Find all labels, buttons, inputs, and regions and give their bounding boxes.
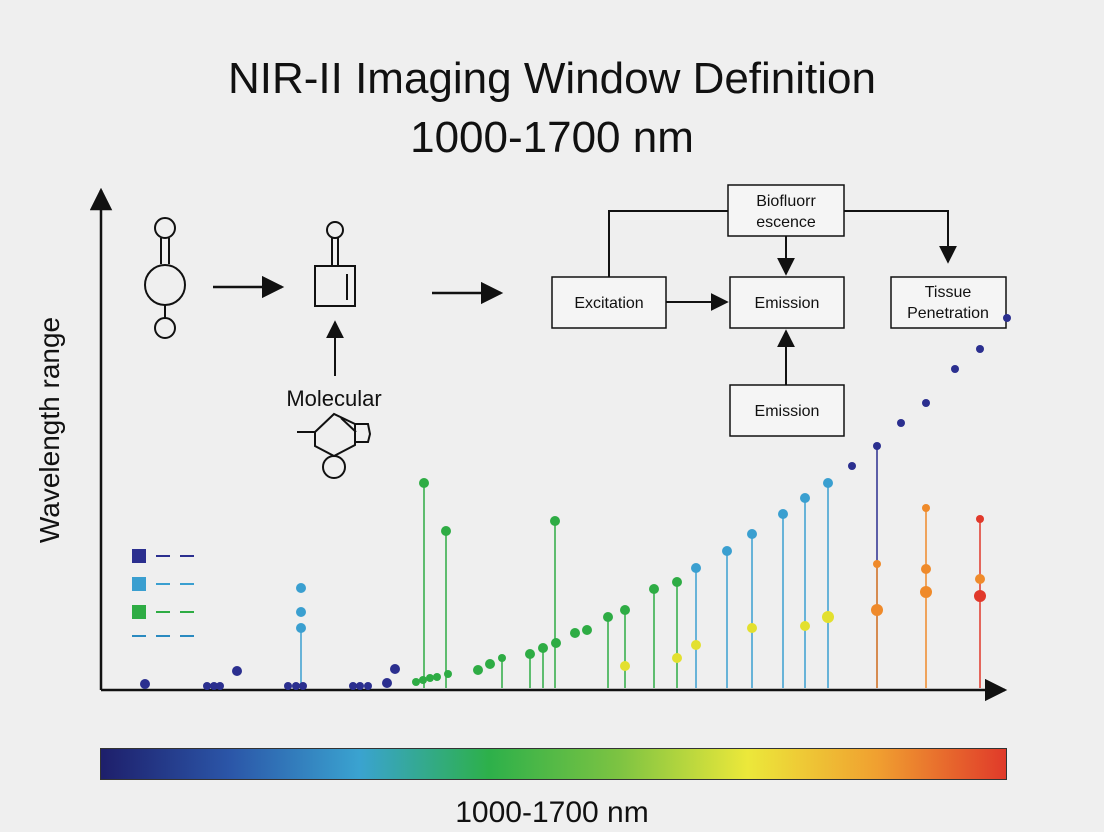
navy-square-icon	[132, 549, 146, 563]
legend	[132, 549, 200, 637]
svg-text:Tissue: Tissue	[925, 284, 972, 301]
spectral-point	[550, 516, 560, 526]
spectral-point	[216, 682, 224, 690]
diagram-subtitle: 1000-1700 nm	[410, 113, 694, 162]
spectral-point	[921, 564, 931, 574]
spectral-point	[747, 623, 757, 633]
molecule-square-icon	[314, 221, 356, 307]
diagram-title: NIR-II Imaging Window Definition	[227, 54, 876, 103]
svg-text:Emission: Emission	[755, 295, 820, 312]
spectral-point	[691, 563, 701, 573]
spectral-point	[419, 478, 429, 488]
emission-box: Emission	[729, 276, 845, 329]
spectral-point	[800, 621, 810, 631]
spectral-point	[551, 638, 561, 648]
spectral-point	[873, 442, 881, 450]
spectral-point	[498, 654, 506, 662]
spectral-point	[975, 574, 985, 584]
molecule-icon	[144, 217, 186, 339]
spectral-point	[296, 583, 306, 593]
svg-text:Biofluorr: Biofluorr	[756, 193, 816, 210]
spectral-point	[525, 649, 535, 659]
spectral-point	[620, 661, 630, 671]
spectral-point	[433, 673, 441, 681]
excitation-box: Excitation	[551, 276, 667, 329]
spectral-point	[473, 665, 483, 675]
flow-connectors	[608, 210, 957, 385]
spectral-point	[1003, 314, 1011, 322]
tissue-penetration-box: Tissue Penetration	[890, 276, 1007, 329]
svg-text:Penetration: Penetration	[907, 305, 989, 322]
spectral-point	[232, 666, 242, 676]
molecular-label: Molecular	[286, 386, 381, 411]
wavelength-spectrum-bar	[100, 748, 1007, 780]
spectral-point	[897, 419, 905, 427]
spectral-point	[822, 611, 834, 623]
spectral-point	[296, 607, 306, 617]
spectral-point	[538, 643, 548, 653]
spectral-point	[672, 577, 682, 587]
spectral-point	[871, 604, 883, 616]
svg-text:Emission: Emission	[755, 403, 820, 420]
spectral-point	[672, 653, 682, 663]
spectral-point	[951, 365, 959, 373]
spectral-point	[974, 590, 986, 602]
spectral-point	[976, 345, 984, 353]
spectral-point	[390, 664, 400, 674]
spectral-point	[848, 462, 856, 470]
spectral-point	[722, 546, 732, 556]
green-square-icon	[132, 605, 146, 619]
spectral-point	[296, 623, 306, 633]
svg-text:escence: escence	[756, 214, 816, 231]
spectral-point	[976, 515, 984, 523]
spectral-point	[922, 399, 930, 407]
spectral-point	[299, 682, 307, 690]
spectral-point	[382, 678, 392, 688]
spectral-point	[210, 682, 218, 690]
spectral-point	[412, 678, 420, 686]
spectral-point	[356, 682, 364, 690]
spectral-point	[364, 682, 372, 690]
spectral-point	[649, 584, 659, 594]
spectral-point	[441, 526, 451, 536]
spectral-point	[140, 679, 150, 689]
spectral-point	[419, 676, 427, 684]
y-axis-label: Wavelength range	[34, 317, 65, 543]
spectral-point	[747, 529, 757, 539]
spectral-point	[570, 628, 580, 638]
spectral-points	[140, 314, 1011, 690]
spectral-point	[620, 605, 630, 615]
spectral-point	[485, 659, 495, 669]
spectral-point	[778, 509, 788, 519]
spectral-point	[823, 478, 833, 488]
spectral-point	[800, 493, 810, 503]
biofluorescence-box: Biofluorr escence	[727, 184, 845, 237]
spectrum-label: 1000-1700 nm	[455, 796, 649, 829]
spectral-point	[444, 670, 452, 678]
spectral-point	[603, 612, 613, 622]
spectral-point	[292, 682, 300, 690]
spectral-point	[426, 674, 434, 682]
spectral-point	[284, 682, 292, 690]
svg-text:Excitation: Excitation	[574, 295, 643, 312]
spectral-point	[582, 625, 592, 635]
spectral-point	[691, 640, 701, 650]
spectral-point	[873, 560, 881, 568]
blue-square-icon	[132, 577, 146, 591]
spectral-point	[349, 682, 357, 690]
molecule-ring-icon	[297, 412, 372, 479]
spectral-point	[920, 586, 932, 598]
spectral-point	[203, 682, 211, 690]
spectral-point	[922, 504, 930, 512]
emission-lower-box: Emission	[729, 384, 845, 437]
